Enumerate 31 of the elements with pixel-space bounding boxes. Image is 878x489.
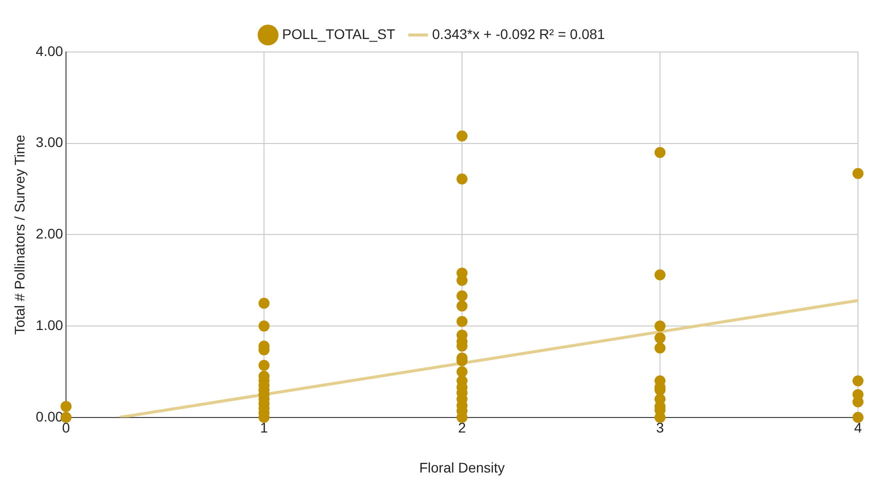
point [456,173,468,184]
x-tick-label: 3 [656,420,664,436]
y-axis-title: Total # Pollinators / Survey Time [11,134,28,335]
point [258,360,270,371]
x-axis-title: Floral Density [419,459,505,476]
point [852,375,864,386]
y-tick-label: 3.00 [36,134,64,150]
y-tick-label: 2.00 [36,226,64,242]
y-tick-label: 1.00 [36,316,64,333]
point [654,320,666,332]
point [654,332,666,344]
y-tick-label: 4.00 [36,42,64,59]
legend-label: 0.343*x + -0.092 R² = 0.081 [432,26,606,42]
point [60,400,72,412]
point [258,298,270,309]
point [456,130,468,142]
x-tick-label: 0 [62,420,70,436]
point [258,320,270,332]
x-tick-label: 1 [260,420,268,436]
point [456,300,468,312]
point [654,269,666,280]
x-tick-label: 2 [458,420,466,436]
point [456,366,468,378]
legend-label: POLL_TOTAL_ST [282,26,396,42]
point [654,146,666,158]
point [852,168,864,179]
point [456,290,468,302]
point [654,342,666,354]
x-tick-label: 4 [854,420,862,436]
point [852,412,864,423]
point [456,316,468,327]
